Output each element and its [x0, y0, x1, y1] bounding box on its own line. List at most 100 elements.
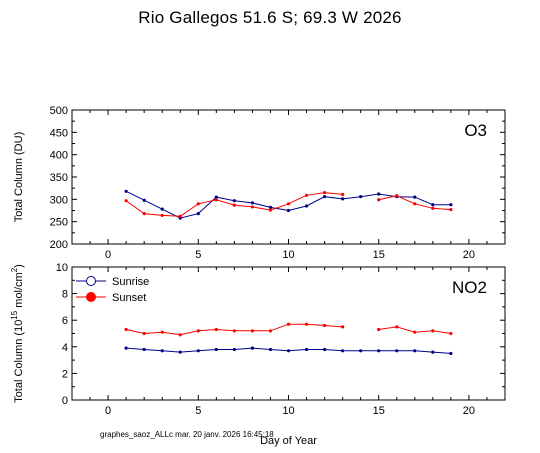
legend-marker	[86, 292, 96, 302]
legend-label: Sunset	[112, 292, 146, 304]
data-point	[449, 203, 453, 207]
legend-marker	[86, 276, 96, 286]
plot-frame	[71, 109, 506, 245]
data-point	[268, 347, 273, 352]
data-point	[250, 201, 255, 205]
data-point	[232, 329, 236, 333]
footer-stamp: graphes_saoz_ALLc mar. 20 janv. 2026 16:…	[100, 430, 274, 439]
data-point	[214, 327, 218, 332]
data-point	[304, 347, 309, 352]
y-tick-label: 450	[50, 127, 68, 139]
y-tick-label: 500	[50, 105, 68, 117]
y-tick-label: 8	[62, 289, 68, 301]
panel-o3: 200 250 300 350 400 450 500 0 5 10 15 20 O3 Total Col…	[13, 105, 506, 261]
data-point	[142, 212, 146, 216]
data-point	[431, 329, 435, 333]
data-point	[286, 208, 291, 213]
series-sunrise	[124, 346, 453, 356]
data-point	[250, 346, 255, 350]
y-tick-label: 200	[50, 239, 68, 251]
data-point	[214, 347, 218, 352]
data-point	[413, 195, 417, 199]
data-point	[413, 330, 417, 334]
data-point	[178, 214, 182, 218]
series-sunset	[124, 191, 453, 218]
data-point	[304, 193, 309, 197]
data-point	[232, 347, 236, 352]
data-point	[377, 327, 381, 332]
data-point	[196, 212, 200, 216]
data-point	[268, 205, 273, 209]
panel-label: NO2	[452, 278, 487, 297]
panel-label: O3	[464, 121, 487, 140]
data-point	[142, 198, 146, 202]
data-point	[250, 329, 255, 333]
data-point	[322, 323, 327, 328]
y-tick-label: 0	[62, 395, 68, 407]
data-point	[286, 349, 291, 353]
x-tick-label: 15	[373, 249, 385, 261]
data-point	[395, 194, 399, 198]
y-axis-label: Total Column (1015 mol/cm2)	[10, 264, 25, 403]
data-point	[124, 199, 128, 203]
data-point	[250, 205, 255, 209]
data-point	[214, 195, 218, 199]
data-point	[160, 213, 164, 218]
x-tick-label: 0	[105, 405, 111, 417]
y-tick-label: 6	[62, 315, 68, 327]
data-point	[449, 208, 453, 212]
data-point	[124, 327, 128, 332]
data-point	[359, 195, 363, 199]
y-tick-label: 2	[62, 368, 68, 380]
data-point	[214, 198, 218, 202]
data-point	[449, 331, 453, 336]
data-point	[413, 349, 417, 353]
data-point	[196, 349, 200, 353]
x-tick-label: 10	[282, 249, 294, 261]
y-tick-label: 300	[50, 194, 68, 206]
data-point	[431, 206, 435, 210]
data-point	[196, 202, 200, 206]
data-point	[304, 204, 309, 208]
data-point	[322, 191, 327, 195]
data-point	[160, 330, 164, 334]
data-point	[449, 351, 453, 356]
data-point	[142, 347, 146, 352]
data-point	[232, 203, 236, 207]
data-point	[160, 207, 164, 211]
data-point	[160, 349, 164, 353]
x-tick-label: 10	[282, 405, 294, 417]
data-point	[322, 347, 327, 352]
x-axis-label: Day of Year	[260, 435, 317, 447]
chart-title: Rio Gallegos 51.6 S; 69.3 W 2026	[138, 8, 402, 27]
data-point	[232, 199, 236, 203]
data-point	[359, 349, 363, 353]
data-point	[413, 202, 417, 206]
series-sunset	[124, 322, 453, 337]
data-point	[395, 349, 399, 353]
data-point	[178, 333, 182, 337]
data-point	[286, 202, 291, 206]
data-point	[431, 203, 435, 207]
y-tick-label: 10	[56, 262, 68, 274]
x-tick-label: 20	[463, 249, 475, 261]
data-point	[142, 331, 146, 336]
x-tick-label: 5	[195, 249, 201, 261]
data-point	[124, 189, 128, 193]
data-point	[286, 322, 291, 326]
data-point	[196, 329, 200, 333]
data-point	[178, 350, 182, 354]
data-point	[304, 322, 309, 326]
x-tick-label: 5	[195, 405, 201, 417]
legend: Sunrise Sunset	[76, 276, 149, 304]
data-point	[322, 195, 327, 199]
x-tick-label: 0	[105, 249, 111, 261]
y-tick-label: 400	[50, 150, 68, 162]
y-tick-label: 4	[62, 342, 68, 354]
y-tick-label: 250	[50, 217, 68, 229]
legend-label: Sunrise	[112, 276, 149, 288]
data-point	[377, 349, 381, 353]
data-point	[377, 198, 381, 202]
